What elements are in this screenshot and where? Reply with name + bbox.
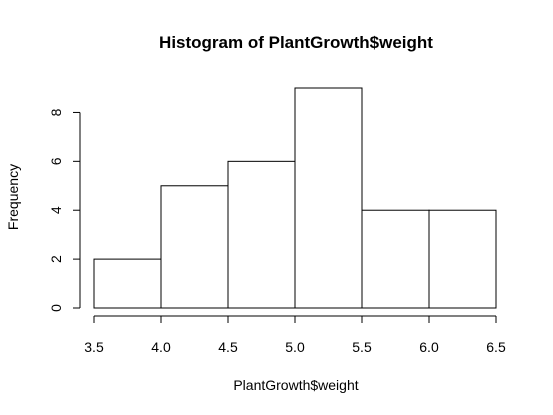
x-tick-label-3: 5.0 <box>285 339 305 355</box>
y-tick-label-0: 0 <box>48 304 64 312</box>
y-tick-label-2: 4 <box>48 206 64 214</box>
chart-title: Histogram of PlantGrowth$weight <box>159 33 433 52</box>
histogram-bar-0 <box>93 258 162 309</box>
x-tick-label-2: 4.5 <box>218 339 238 355</box>
x-tick-label-0: 3.5 <box>84 339 104 355</box>
bars-group <box>93 87 497 309</box>
histogram-bar-5 <box>428 209 497 309</box>
histogram-bar-4 <box>361 209 430 309</box>
y-tick-label-1: 2 <box>48 255 64 263</box>
histogram-bar-1 <box>160 185 229 309</box>
x-tick-label-1: 4.0 <box>151 339 171 355</box>
x-tick-label-4: 5.5 <box>352 339 372 355</box>
x-tick-label-5: 6.0 <box>419 339 439 355</box>
x-axis: 3.5 4.0 4.5 5.0 5.5 6.0 6.5 <box>84 315 506 355</box>
y-tick-label-3: 6 <box>48 157 64 165</box>
x-tick-label-6: 6.5 <box>486 339 506 355</box>
histogram-bar-2 <box>227 160 296 309</box>
y-axis: 0 2 4 6 8 <box>48 108 81 312</box>
x-axis-label: PlantGrowth$weight <box>233 377 358 393</box>
histogram-bar-3 <box>294 87 363 309</box>
y-tick-label-4: 8 <box>48 108 64 116</box>
y-axis-label: Frequency <box>5 164 21 230</box>
